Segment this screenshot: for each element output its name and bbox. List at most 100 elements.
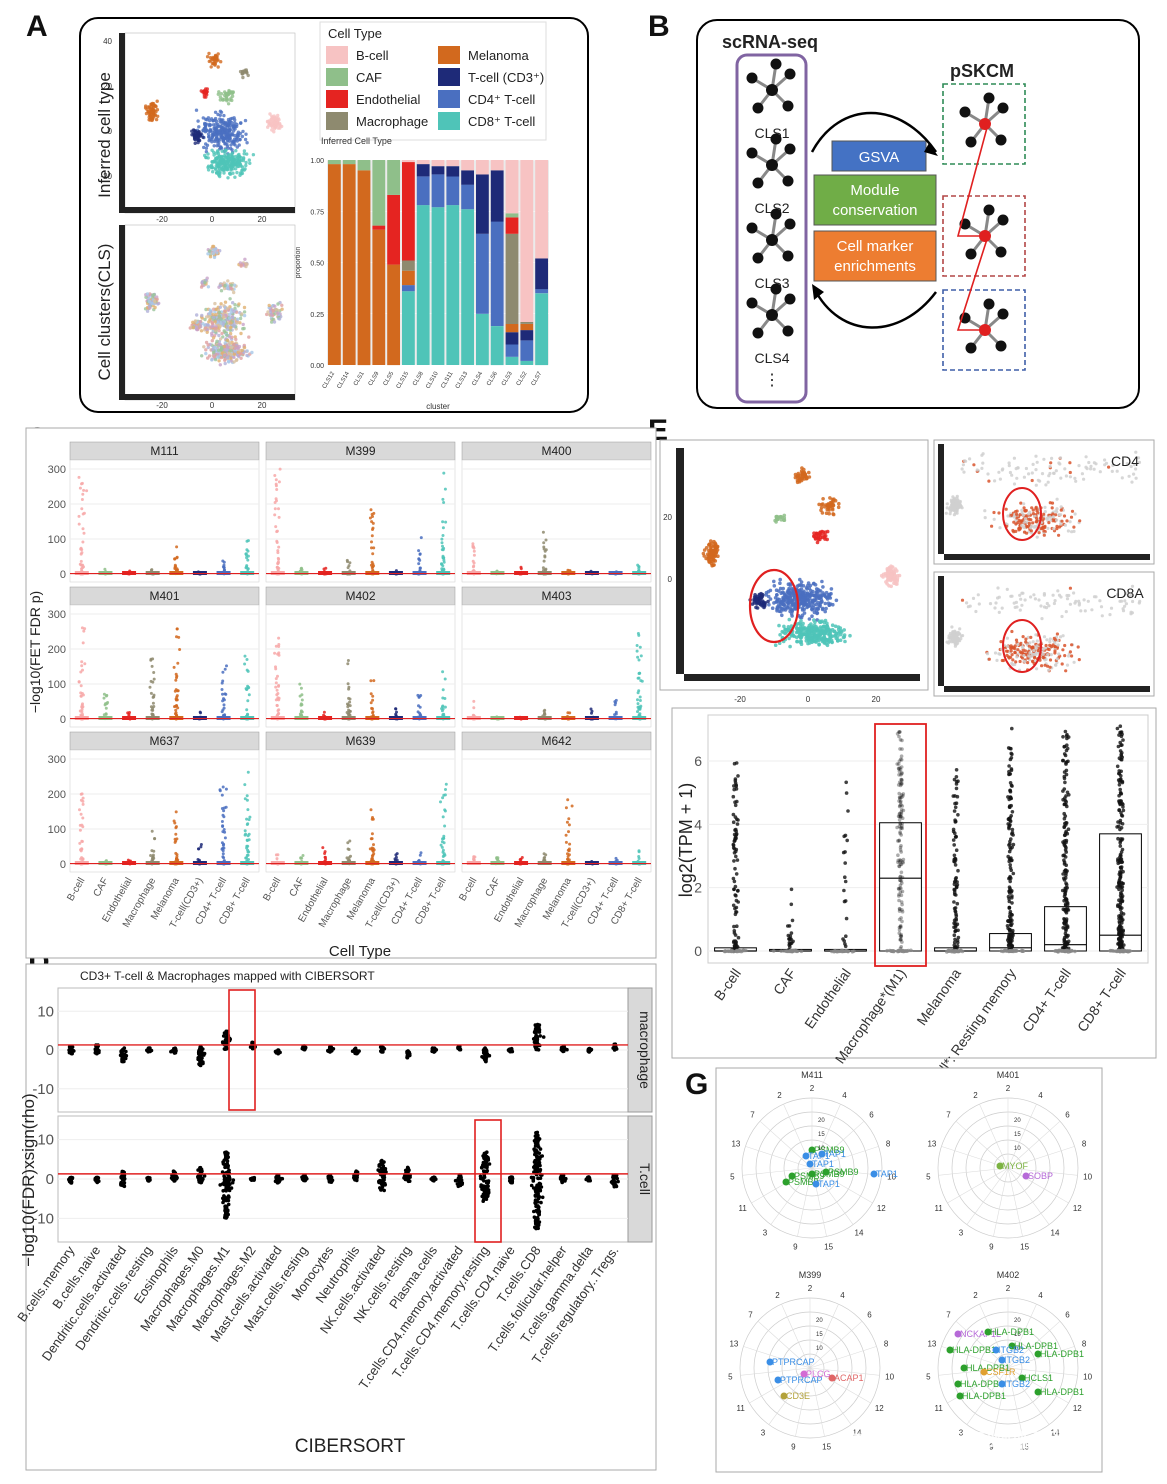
tsne-point: [213, 110, 218, 115]
facet-point: [439, 800, 442, 804]
tsne-point: [155, 108, 160, 112]
violin-point: [560, 1046, 564, 1051]
tsne-point: [238, 173, 242, 177]
tsne-ylabel-inferred: Inferred cell type: [95, 72, 114, 198]
violin-point: [532, 1209, 536, 1214]
facet-point: [175, 713, 179, 717]
facet-plot: [461, 459, 652, 583]
facet-point: [274, 482, 278, 486]
facet-point: [80, 847, 84, 851]
tsne-point: [215, 339, 219, 343]
tsne-point: [206, 116, 211, 120]
tsne-point: [824, 606, 828, 611]
tsne-point: [193, 130, 197, 134]
facet-point: [441, 859, 445, 863]
tsne-point: [798, 583, 802, 587]
tsne-point: [207, 135, 211, 139]
facet-point: [199, 843, 203, 846]
facet-point: [418, 711, 422, 715]
facet-point: [174, 678, 178, 682]
tsne-point: [226, 120, 230, 124]
tsne-point: [244, 163, 248, 168]
violin-point: [533, 1141, 538, 1146]
tsne-point: [156, 302, 160, 306]
violin-point: [481, 1184, 486, 1188]
facet-point: [638, 712, 642, 716]
tsne-point: [245, 71, 249, 75]
facet-point: [223, 667, 227, 671]
tsne-point: [280, 303, 284, 307]
facet-title: M642: [541, 734, 571, 748]
violin-point: [376, 1168, 381, 1172]
violin-point: [537, 1026, 541, 1031]
tsne-point: [204, 146, 209, 150]
tsne-y-tick: 20: [103, 82, 112, 91]
facet-y-tick: 100: [48, 824, 66, 836]
violin-point: [69, 1051, 73, 1055]
facet-title: M111: [150, 444, 179, 458]
tsne-point: [239, 121, 243, 125]
facet-y-tick: 300: [48, 464, 66, 476]
tsne-point: [239, 356, 243, 360]
facet-point: [81, 799, 85, 803]
facet-point: [174, 570, 178, 574]
facet-point: [637, 849, 641, 853]
tsne-point: [222, 353, 226, 357]
tsne-point: [219, 145, 223, 149]
facet-y-tick: 100: [48, 534, 66, 546]
facet-point: [197, 847, 200, 851]
tsne-point: [273, 304, 277, 308]
panel-c-ylabel: −log10(FET FDR p): [27, 591, 43, 713]
facet-point: [372, 843, 375, 847]
violin-point: [532, 1215, 537, 1219]
tsne-point: [231, 124, 235, 128]
facet-point: [417, 704, 420, 708]
facet-point: [443, 808, 447, 812]
tsne-point: [251, 153, 256, 157]
tsne-point: [240, 134, 245, 139]
bar-y-tick: 0.75: [310, 209, 324, 216]
tsne-point: [210, 339, 214, 343]
bar-segment: [328, 164, 341, 365]
facet-point: [176, 689, 180, 693]
facet-point: [243, 797, 247, 801]
facet-y-tick: 300: [48, 609, 66, 621]
tsne-point: [230, 121, 234, 125]
facet-point: [347, 848, 351, 851]
tsne-point: [228, 171, 232, 176]
facet-point: [300, 693, 304, 697]
bar-segment: [490, 160, 504, 171]
facet-point: [153, 837, 157, 840]
violin-point: [538, 1182, 543, 1186]
tsne-point: [766, 594, 771, 599]
bar-segment: [446, 160, 460, 167]
facet-point: [472, 561, 476, 565]
tsne-point: [218, 283, 222, 288]
facet-point: [174, 851, 178, 855]
method-box: [813, 230, 937, 282]
tsne-point: [204, 117, 208, 121]
tsne-point: [234, 149, 238, 153]
tsne-point: [222, 122, 226, 127]
facet-point: [245, 708, 249, 712]
facet-point: [543, 555, 547, 559]
violin-point: [482, 1175, 487, 1179]
facet-point: [443, 697, 447, 700]
tsne-point: [147, 105, 152, 109]
tsne-point: [806, 604, 810, 609]
facet-point: [348, 561, 352, 565]
tsne-point: [226, 153, 231, 157]
tsne-point: [801, 584, 806, 588]
tsne-point: [810, 614, 814, 618]
violin-point: [485, 1150, 489, 1154]
module-frame: [942, 195, 1026, 277]
facet-point: [223, 836, 227, 840]
tsne-point: [228, 328, 232, 332]
violin-point: [532, 1040, 537, 1044]
violin-point: [226, 1198, 230, 1203]
tsne-point: [203, 280, 207, 285]
bar-x-tick: CLS13: [455, 370, 470, 389]
network-node: [770, 283, 782, 295]
tsne-point: [213, 63, 217, 67]
